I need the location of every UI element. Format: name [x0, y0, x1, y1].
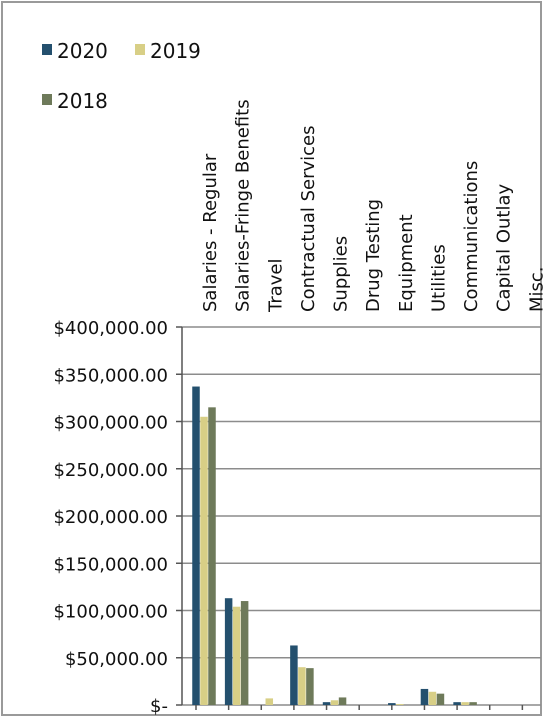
bar-2019	[461, 702, 469, 705]
y-tick-label: $50,000.00	[65, 649, 168, 670]
bar-2018	[306, 668, 314, 705]
legend-label: 2019	[150, 39, 201, 63]
y-tick-label: $300,000.00	[53, 413, 168, 434]
category-labels: Salaries - Regular Salaries-Fringe Benefi…	[200, 99, 543, 313]
legend: 2020 2019 2018	[42, 39, 201, 113]
category-label: Salaries-Fringe Benefits	[233, 99, 254, 312]
bar-2019	[428, 691, 437, 705]
bars	[192, 386, 477, 705]
category-label: Travel	[265, 258, 286, 313]
y-tick-label: $150,000.00	[53, 554, 168, 575]
category-label: Capital Outlay	[494, 183, 515, 312]
bar-2020	[290, 645, 298, 705]
bar-2019	[200, 416, 208, 705]
legend-swatch	[42, 44, 52, 55]
category-label: Communications	[461, 161, 482, 312]
bar-2018	[469, 702, 477, 705]
category-label: Supplies	[331, 236, 352, 312]
bar-2019	[265, 698, 274, 705]
bar-2020	[453, 702, 461, 705]
legend-label: 2018	[57, 89, 108, 113]
legend-swatch	[42, 94, 52, 105]
category-label: Utilities	[428, 244, 449, 312]
bar-2019	[330, 700, 339, 705]
bar-2018	[240, 601, 249, 705]
bar-2020	[322, 702, 331, 705]
legend-swatch	[135, 44, 145, 55]
y-tick-label: $400,000.00	[53, 318, 168, 339]
y-tick-label: $350,000.00	[53, 365, 168, 386]
bar-2018	[338, 697, 347, 705]
y-tick-label: $100,000.00	[53, 602, 168, 623]
bar-2018	[208, 407, 216, 705]
y-axis-tick-labels: $- $50,000.00 $100,000.00 $150,000.00 $200,0…	[53, 318, 168, 717]
bar-2020	[192, 386, 200, 705]
y-tick-label: $250,000.00	[53, 460, 168, 481]
bar-2020	[420, 688, 429, 705]
bar-2020	[224, 598, 233, 705]
bar-2019	[232, 606, 241, 705]
category-label: Equipment	[396, 214, 417, 312]
bar-2020	[388, 703, 396, 705]
y-tick-label: $-	[150, 696, 168, 717]
category-label: Misc.	[526, 266, 543, 312]
category-label: Contractual Services	[298, 126, 319, 313]
bar-2019	[396, 704, 404, 705]
category-label: Salaries - Regular	[200, 153, 221, 312]
category-label: Drug Testing	[363, 199, 384, 312]
bar-2019	[298, 667, 306, 705]
legend-label: 2020	[57, 39, 108, 63]
bar-2018	[436, 693, 445, 705]
y-tick-label: $200,000.00	[53, 507, 168, 528]
